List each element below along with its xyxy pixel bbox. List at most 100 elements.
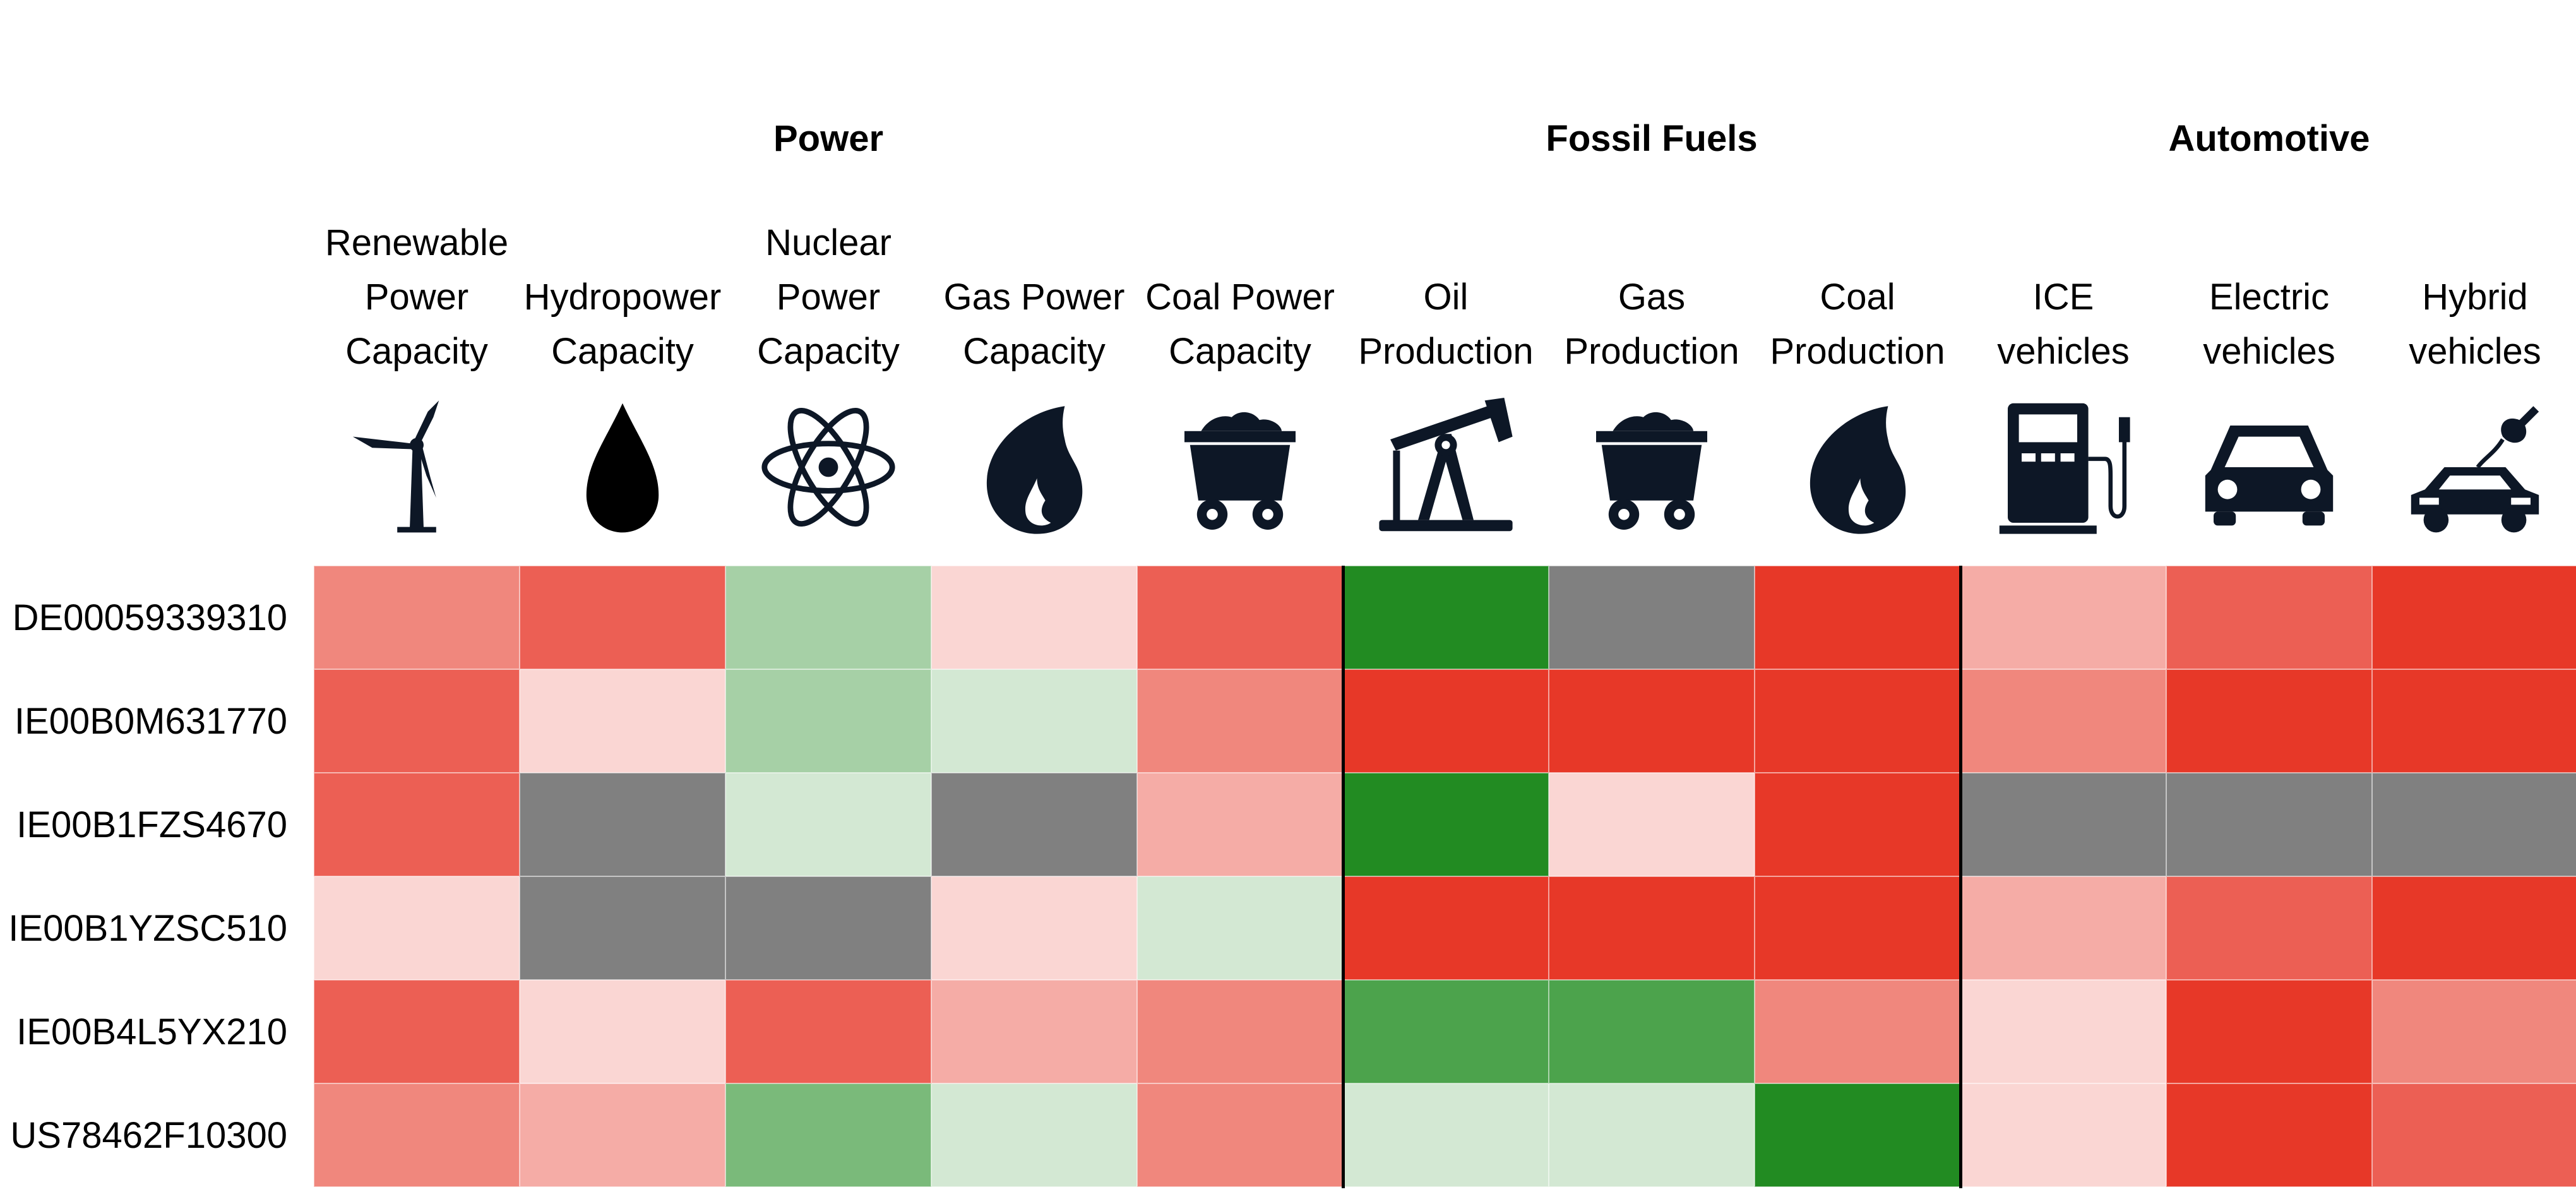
column-header-line: vehicles bbox=[2409, 331, 2541, 372]
heatmap-cell bbox=[1343, 980, 1549, 1083]
column-header-line: Coal bbox=[1820, 277, 1895, 318]
heatmap-cell bbox=[725, 669, 931, 773]
flame-icon bbox=[1755, 398, 1960, 537]
column-header: Gas Power Capacity bbox=[931, 208, 1137, 379]
column-header: Gas Production bbox=[1549, 208, 1755, 379]
heatmap-cell bbox=[2166, 980, 2372, 1083]
heatmap-cell bbox=[314, 773, 520, 876]
column-header: Renewable Power Capacity bbox=[314, 208, 520, 379]
column-header-line: Production bbox=[1770, 331, 1945, 372]
column-header-line: Gas Power bbox=[943, 277, 1125, 318]
heatmap-cell bbox=[1137, 1083, 1343, 1187]
oil-pump-icon bbox=[1343, 398, 1549, 537]
heatmap-cell bbox=[1755, 566, 1960, 669]
heatmap-cell bbox=[1137, 876, 1343, 980]
heatmap-cell bbox=[1343, 876, 1549, 980]
column-header-line: Nuclear bbox=[765, 222, 891, 263]
heatmap-cell bbox=[931, 1083, 1137, 1187]
heatmap-cell bbox=[1343, 566, 1549, 669]
heatmap-cell bbox=[1755, 980, 1960, 1083]
column-header-line: vehicles bbox=[2203, 331, 2335, 372]
heatmap-cell bbox=[520, 669, 725, 773]
heatmap-cell bbox=[1755, 1083, 1960, 1187]
group-separator bbox=[1959, 566, 1962, 1188]
heatmap-cell bbox=[2166, 669, 2372, 773]
fuel-pump-icon bbox=[1960, 398, 2166, 537]
coal-cart-icon bbox=[1137, 398, 1343, 537]
heatmap-cell bbox=[1137, 773, 1343, 876]
heatmap-cell bbox=[725, 1083, 931, 1187]
heatmap-cell bbox=[931, 566, 1137, 669]
column-header: ICE vehicles bbox=[1960, 208, 2166, 379]
column-header-line: Power bbox=[364, 277, 469, 318]
heatmap-cell bbox=[1960, 1083, 2166, 1187]
column-header: Hybrid vehicles bbox=[2372, 208, 2576, 379]
heatmap-cell bbox=[520, 980, 725, 1083]
heatmap-cell bbox=[1137, 566, 1343, 669]
row-label: IE00B0M631770 bbox=[14, 700, 287, 742]
heatmap-cell bbox=[725, 876, 931, 980]
heatmap-cell bbox=[725, 980, 931, 1083]
heatmap-cell bbox=[2372, 876, 2576, 980]
column-header: Electric vehicles bbox=[2166, 208, 2372, 379]
plug-car-icon bbox=[2372, 398, 2576, 537]
column-header-line: Gas bbox=[1618, 277, 1686, 318]
heatmap-cell bbox=[1755, 669, 1960, 773]
heatmap-cell bbox=[725, 773, 931, 876]
heatmap-cell bbox=[2372, 566, 2576, 669]
coal-cart-icon bbox=[1549, 398, 1755, 537]
column-header-line: Power bbox=[776, 277, 881, 318]
column-header-line: Capacity bbox=[551, 331, 694, 372]
heatmap-cell bbox=[314, 566, 520, 669]
heatmap-cell bbox=[931, 980, 1137, 1083]
heatmap-cell bbox=[1549, 669, 1755, 773]
heatmap-cell bbox=[520, 876, 725, 980]
heatmap-cell bbox=[314, 669, 520, 773]
heatmap-cell bbox=[931, 773, 1137, 876]
heatmap-cell bbox=[2372, 669, 2576, 773]
heatmap-cell bbox=[2166, 566, 2372, 669]
column-header-line: Capacity bbox=[963, 331, 1106, 372]
heatmap-cell bbox=[1343, 773, 1549, 876]
column-header-line: Capacity bbox=[757, 331, 900, 372]
heatmap-cell bbox=[1549, 980, 1755, 1083]
heatmap-cell bbox=[2372, 773, 2576, 876]
column-header-line: Renewable bbox=[325, 222, 509, 263]
group-separator bbox=[1342, 566, 1345, 1188]
column-header-line: Production bbox=[1564, 331, 1739, 372]
row-label: IE00B1FZS4670 bbox=[16, 804, 287, 845]
heatmap-cell bbox=[1137, 669, 1343, 773]
column-header: Coal Power Capacity bbox=[1137, 208, 1343, 379]
heatmap-cell bbox=[1549, 566, 1755, 669]
heatmap-cell bbox=[2372, 980, 2576, 1083]
heatmap-cell bbox=[1549, 1083, 1755, 1187]
column-header: Coal Production bbox=[1755, 208, 1960, 379]
heatmap-cell bbox=[1343, 669, 1549, 773]
heatmap-cell bbox=[2166, 1083, 2372, 1187]
atom-icon bbox=[725, 398, 931, 537]
heatmap-cell bbox=[314, 1083, 520, 1187]
heatmap-cell bbox=[2372, 1083, 2576, 1187]
column-header-line: Oil bbox=[1423, 277, 1469, 318]
column-header: Hydropower Capacity bbox=[520, 208, 725, 379]
column-header-line: Coal Power bbox=[1145, 277, 1335, 318]
group-title-automotive: Automotive bbox=[2168, 118, 2370, 159]
column-header-line: vehicles bbox=[1997, 331, 2130, 372]
column-header: Oil Production bbox=[1343, 208, 1549, 379]
column-header-line: ICE bbox=[2032, 277, 2094, 318]
heatmap-cell bbox=[1755, 773, 1960, 876]
heatmap-cell bbox=[1137, 980, 1343, 1083]
heatmap-cell bbox=[1960, 876, 2166, 980]
heatmap-cell bbox=[1960, 773, 2166, 876]
heatmap-cell bbox=[2166, 876, 2372, 980]
heatmap-cell bbox=[520, 1083, 725, 1187]
group-title-fossil-fuels: Fossil Fuels bbox=[1546, 118, 1758, 159]
heatmap-cell bbox=[931, 876, 1137, 980]
group-title-power: Power bbox=[773, 118, 884, 159]
heatmap-cell bbox=[1960, 980, 2166, 1083]
heatmap-cell bbox=[520, 773, 725, 876]
heatmap-cell bbox=[1549, 876, 1755, 980]
row-label: IE00B1YZSC510 bbox=[8, 907, 287, 949]
heatmap-cell bbox=[931, 669, 1137, 773]
column-header-line: Capacity bbox=[345, 331, 488, 372]
